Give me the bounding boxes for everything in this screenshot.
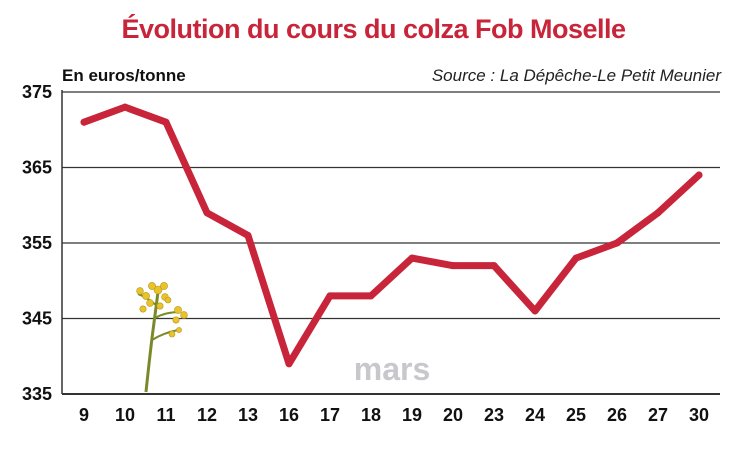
data-point (490, 262, 498, 270)
y-tick-label: 355 (22, 233, 52, 253)
data-point (80, 118, 88, 126)
y-tick-label: 345 (22, 309, 52, 329)
x-tick-label: 30 (689, 405, 709, 425)
x-tick-label: 25 (566, 405, 586, 425)
x-tick-label: 27 (648, 405, 668, 425)
x-tick-label: 9 (79, 405, 89, 425)
x-tick-label: 20 (443, 405, 463, 425)
data-point (285, 360, 293, 368)
chart-title: Évolution du cours du colza Fob Moselle (121, 14, 626, 44)
x-axis-label: mars (354, 351, 431, 387)
x-tick-label: 23 (484, 405, 504, 425)
source-label: Source : La Dépêche-Le Petit Meunier (431, 66, 721, 85)
data-points (80, 103, 703, 368)
x-tick-label: 18 (361, 405, 381, 425)
x-tick-label: 16 (279, 405, 299, 425)
data-point (449, 262, 457, 270)
data-point (695, 171, 703, 179)
x-tick-label: 17 (320, 405, 340, 425)
data-point (572, 254, 580, 262)
data-point (203, 209, 211, 217)
data-point (654, 209, 662, 217)
data-point (408, 254, 416, 262)
data-point (531, 307, 539, 315)
data-point (121, 103, 129, 111)
rapeseed-flower-icon (136, 282, 188, 393)
series-line (80, 103, 703, 368)
y-tick-label: 335 (22, 384, 52, 404)
data-point (367, 292, 375, 300)
x-tick-label: 12 (197, 405, 217, 425)
x-tick-label: 13 (238, 405, 258, 425)
x-tick-label: 24 (525, 405, 545, 425)
data-point (326, 292, 334, 300)
x-tick-labels: 9 10 11 12 13 16 17 18 19 20 23 24 25 26 27 30 (79, 405, 709, 425)
y-tick-label: 365 (22, 158, 52, 178)
x-tick-label: 26 (607, 405, 627, 425)
x-tick-label: 11 (156, 405, 175, 425)
data-point (162, 118, 170, 126)
data-point (244, 231, 252, 239)
y-tick-labels: 335 345 355 365 375 (22, 82, 52, 404)
y-axis-unit-label: En euros/tonne (62, 66, 186, 85)
y-tick-label: 375 (22, 82, 52, 102)
x-tick-label: 10 (115, 405, 135, 425)
data-point (613, 239, 621, 247)
x-tick-label: 19 (402, 405, 422, 425)
